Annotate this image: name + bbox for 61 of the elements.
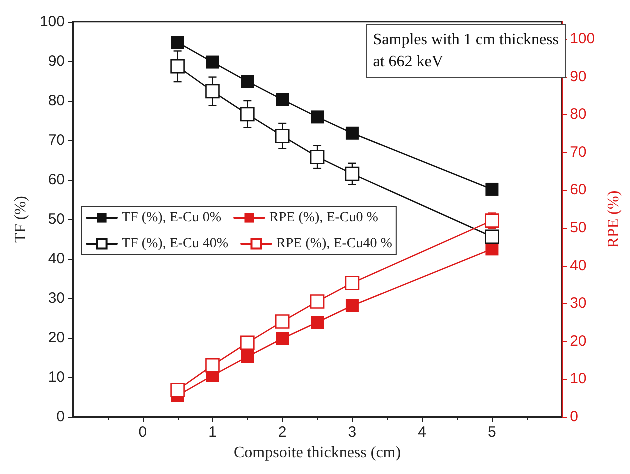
point <box>170 59 185 74</box>
y2-tick-label: 40 <box>570 257 587 274</box>
legend-label: RPE (%), E-Cu0 % <box>270 210 379 226</box>
y2-tick-label: 20 <box>570 332 587 350</box>
point <box>206 358 220 373</box>
x-tick-label: 5 <box>488 424 496 441</box>
y-tick-label: 80 <box>48 92 65 110</box>
x-tick-label: 1 <box>208 424 217 441</box>
x-tick-label: 3 <box>348 424 357 441</box>
y-tick-label: 100 <box>40 14 65 30</box>
y-tick-label: 0 <box>56 408 65 426</box>
y2-tick-label: 60 <box>570 182 587 199</box>
legend-label: TF (%), E-Cu 0% <box>122 210 222 226</box>
y2-tick-label: 50 <box>570 220 587 237</box>
x-tick-label: 4 <box>418 424 427 441</box>
point <box>485 214 500 228</box>
point <box>345 276 360 290</box>
legend-label: TF (%), E-Cu 40% <box>122 236 229 252</box>
point <box>275 129 290 144</box>
point <box>206 56 220 69</box>
point <box>241 350 254 364</box>
point <box>240 107 255 122</box>
point <box>170 383 185 398</box>
point <box>206 84 220 99</box>
y2-tick-label: 90 <box>570 68 587 86</box>
point <box>310 294 325 309</box>
x-axis-title: Compsoite thickness (cm) <box>234 444 402 462</box>
y-tick-label: 10 <box>48 369 65 386</box>
legend-label: RPE (%), E-Cu40 % <box>276 236 393 252</box>
y-tick-label: 40 <box>48 250 65 268</box>
point <box>240 336 255 350</box>
y2-axis-title: RPE (%) <box>606 190 622 248</box>
y2-tick-label: 100 <box>570 30 596 48</box>
y-tick-label: 20 <box>48 330 65 346</box>
point <box>275 314 290 329</box>
point <box>310 150 325 164</box>
y-axis-title: TF (%) <box>12 196 30 243</box>
point <box>241 75 254 88</box>
point <box>346 126 359 140</box>
annotation: Samples with 1 cm thickness at 662 keV <box>373 32 560 70</box>
point <box>346 299 359 312</box>
point <box>485 230 500 244</box>
point <box>276 93 290 106</box>
point <box>486 182 499 196</box>
y2-tick-label: 0 <box>570 408 578 426</box>
y-tick-label: 50 <box>48 211 65 228</box>
y-tick-label: 70 <box>48 132 65 149</box>
y2-tick-label: 30 <box>570 295 587 312</box>
point <box>276 332 290 346</box>
y2-tick-label: 80 <box>570 106 587 124</box>
y-tick-label: 30 <box>48 290 65 307</box>
y-tick-label: 60 <box>48 172 65 188</box>
point <box>345 166 360 182</box>
point <box>171 36 184 50</box>
point <box>311 316 324 329</box>
y2-tick-label: 70 <box>570 144 587 161</box>
point <box>311 110 324 124</box>
y2-tick-label: 10 <box>570 370 587 388</box>
x-tick-label: 2 <box>278 424 287 441</box>
y-tick-label: 90 <box>48 53 65 70</box>
x-tick-label: 0 <box>138 424 148 441</box>
